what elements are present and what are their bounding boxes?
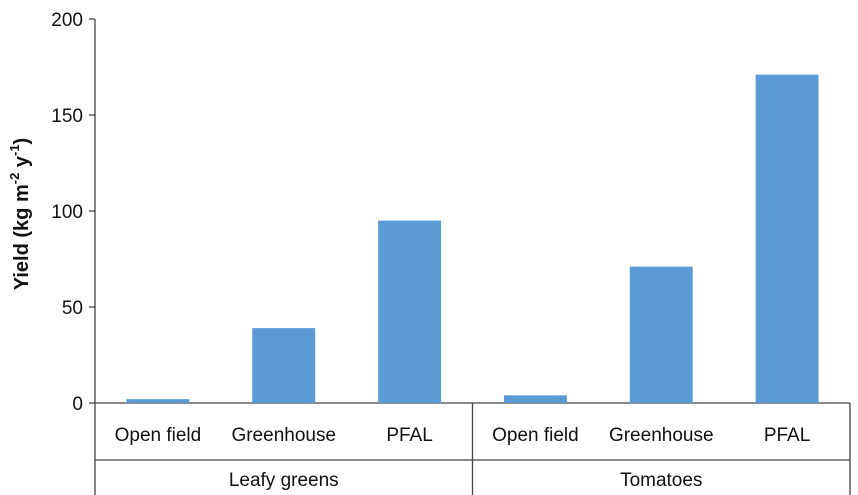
y-tick-label: 0 [72, 394, 83, 415]
y-axis-title-prefix: Yield (kg m [11, 184, 33, 290]
bar [126, 399, 190, 403]
y-axis-title-suffix: ) [11, 138, 33, 145]
y-tick-label: 200 [51, 10, 83, 31]
x-category-label: Greenhouse [231, 425, 336, 446]
y-tick-label: 150 [51, 106, 83, 127]
y-axis-title-sup1: -2 [7, 173, 22, 185]
x-category-label: Open field [492, 425, 579, 446]
plot-area: 0 50 100 150 200 Open field Greenhouse PFAL Open… [51, 10, 851, 495]
x-category-label: Open field [115, 425, 202, 446]
y-axis-title: Yield (kg m-2 y-1) [7, 138, 33, 290]
bar [252, 328, 316, 403]
y-tick-label: 50 [62, 298, 83, 319]
x-group-label: Tomatoes [620, 470, 702, 491]
bar [503, 395, 567, 403]
bar [378, 220, 442, 403]
y-axis-title-sup2: -1 [7, 144, 22, 156]
y-axis-title-mid: y [11, 155, 33, 173]
bar [755, 74, 819, 404]
x-group-label: Leafy greens [229, 470, 339, 491]
x-category-label: Greenhouse [609, 425, 714, 446]
bar [629, 266, 693, 403]
x-category-label: PFAL [386, 425, 432, 446]
y-tick-label: 100 [51, 202, 83, 223]
x-category-label: PFAL [764, 425, 810, 446]
